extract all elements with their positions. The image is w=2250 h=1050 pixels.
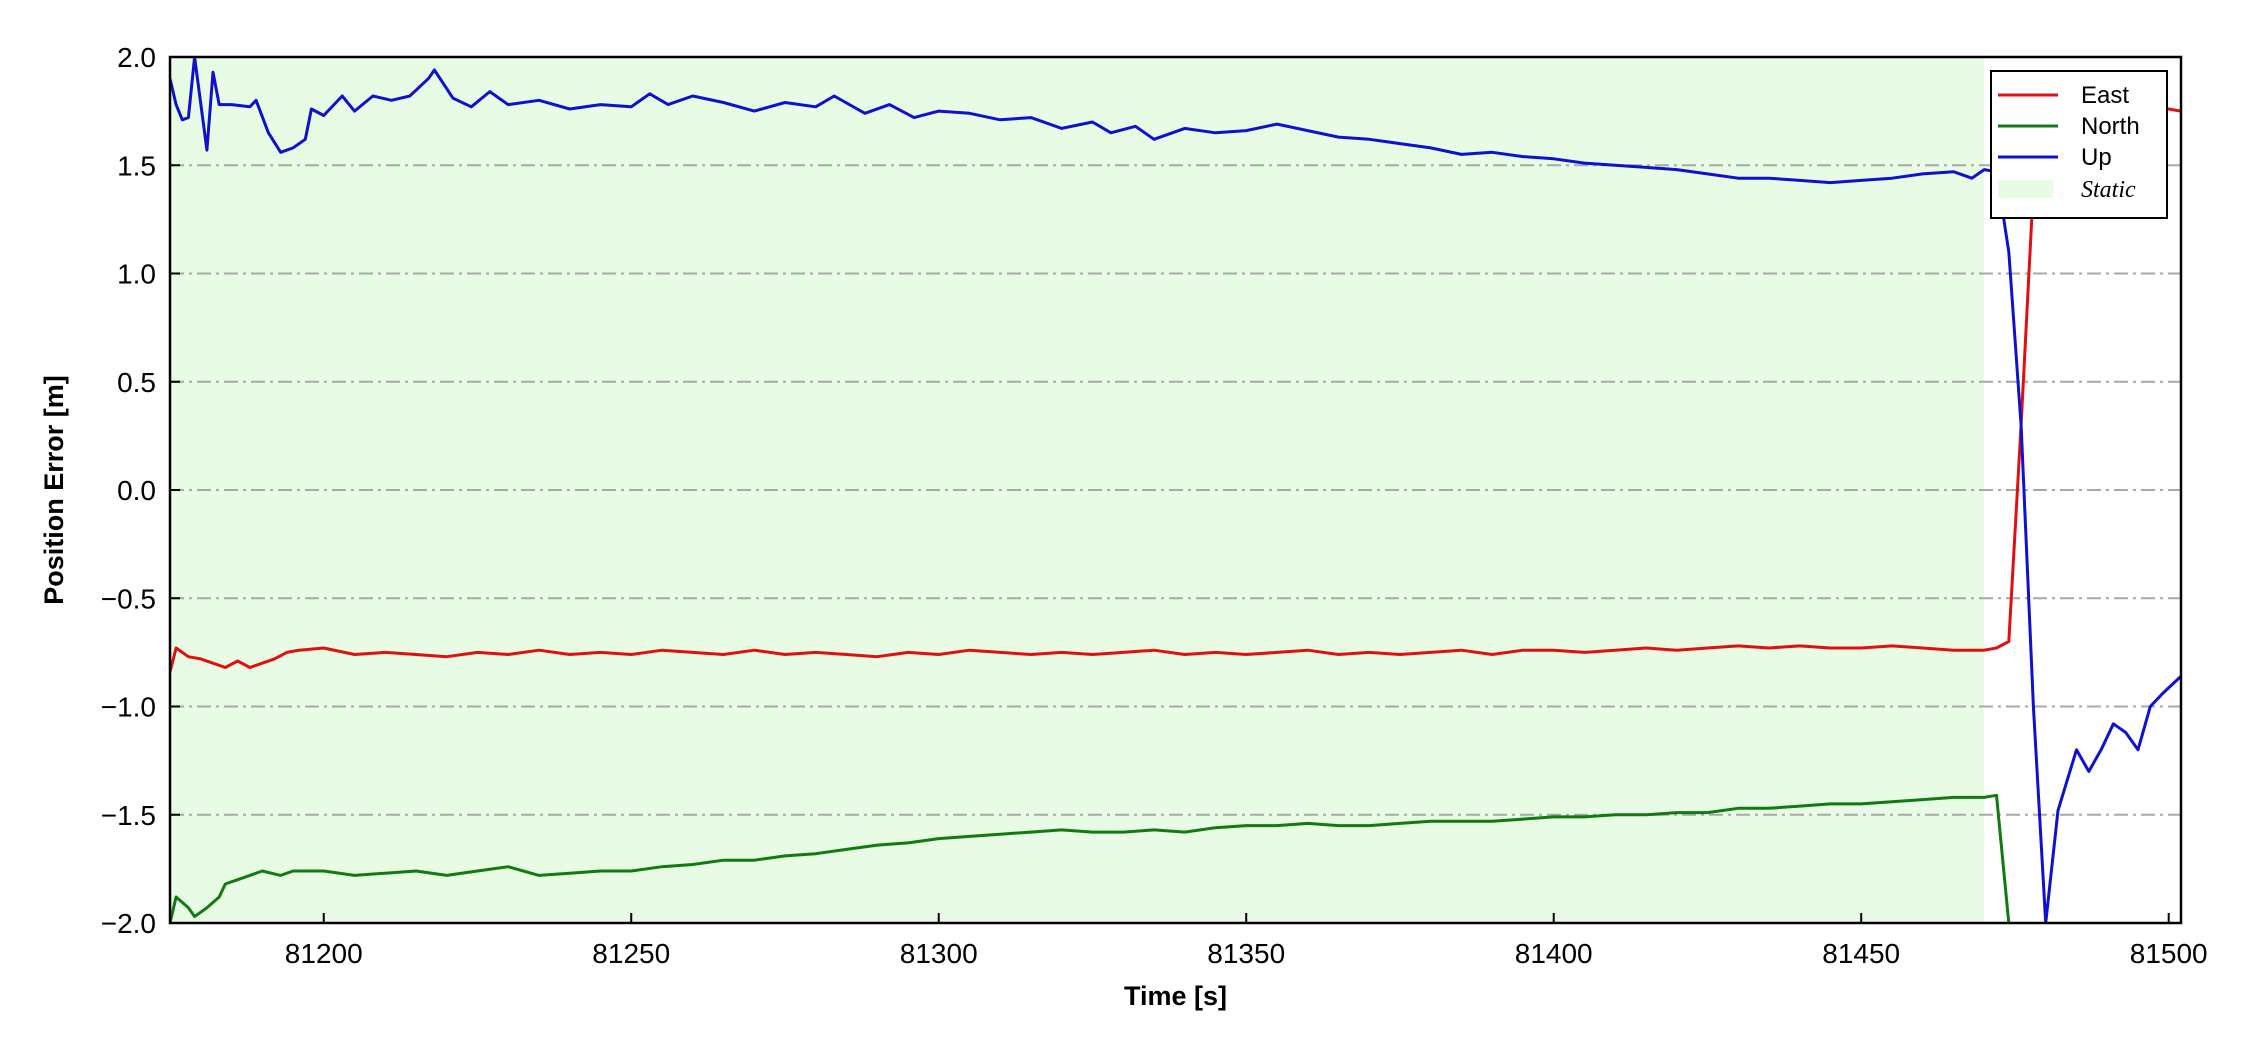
series-layer bbox=[170, 57, 2181, 923]
y-tick-label: 1.5 bbox=[117, 150, 156, 181]
series-line-up bbox=[170, 57, 2181, 923]
legend: East North Up Static bbox=[1990, 70, 2168, 219]
legend-label-east: East bbox=[2081, 82, 2129, 109]
legend-label-up: Up bbox=[2081, 144, 2112, 171]
grid-lines bbox=[170, 164, 2181, 816]
x-tick-label: 81250 bbox=[592, 938, 670, 969]
ticks-layer: 81200 81250 81300 81350 81400 81450 81500 2.0 1.… bbox=[101, 42, 2208, 969]
legend-swatch-static bbox=[1998, 180, 2053, 198]
y-tick-label: −1.5 bbox=[101, 800, 156, 831]
y-tick-label: −2.0 bbox=[101, 908, 156, 939]
x-tick-label: 81450 bbox=[1822, 938, 1900, 969]
y-tick-label: 2.0 bbox=[117, 42, 156, 73]
legend-label-north: North bbox=[2081, 113, 2140, 140]
x-tick-label: 81200 bbox=[285, 938, 363, 969]
y-axis-label: Position Error [m] bbox=[39, 375, 69, 605]
x-axis-label: Time [s] bbox=[1124, 981, 1227, 1011]
x-tick-label: 81400 bbox=[1515, 938, 1593, 969]
series-line-east bbox=[170, 103, 2181, 673]
y-tick-label: −0.5 bbox=[101, 583, 156, 614]
x-tick-label: 81500 bbox=[2130, 938, 2208, 969]
x-tick-label: 81350 bbox=[1207, 938, 1285, 969]
series-line-north bbox=[170, 793, 2011, 923]
y-tick-label: 0.0 bbox=[117, 475, 156, 506]
y-tick-label: 1.0 bbox=[117, 259, 156, 290]
x-tick-label: 81300 bbox=[900, 938, 978, 969]
y-tick-label: 0.5 bbox=[117, 367, 156, 398]
legend-label-static: Static bbox=[2081, 177, 2136, 203]
y-tick-label: −1.0 bbox=[101, 692, 156, 723]
